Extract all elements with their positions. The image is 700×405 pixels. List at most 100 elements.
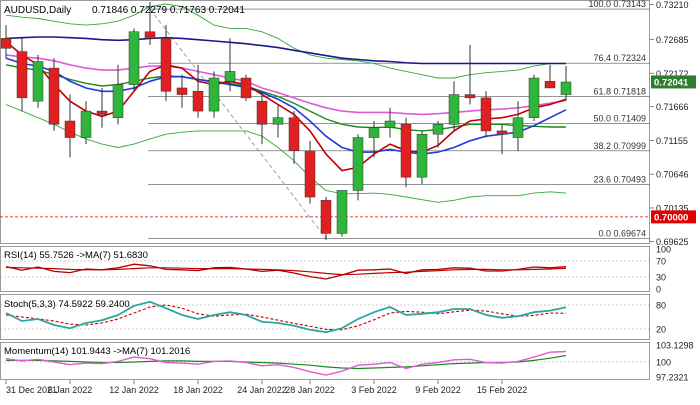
- rsi-line: [5, 263, 567, 280]
- price-axis-label: 0.71155: [656, 136, 688, 146]
- stoch-axis-label: 20: [656, 325, 666, 335]
- price-axis-label: 0.70135: [656, 203, 689, 213]
- price-axis-label: 0.72172: [656, 69, 689, 79]
- candle-body: [464, 94, 476, 99]
- candle-body: [80, 110, 92, 138]
- bollinger-upper-band: [5, 3, 566, 79]
- key-level-label: 0.70000: [654, 212, 688, 223]
- candle-body: [512, 117, 524, 138]
- candle-body: [432, 124, 444, 135]
- candle-body: [384, 120, 396, 128]
- candle-body: [32, 61, 44, 102]
- rsi-panel-frame: [0, 246, 650, 292]
- candle-body: [304, 150, 316, 198]
- candle-body: [64, 120, 76, 138]
- candle-body: [144, 31, 156, 39]
- candle-body: [112, 84, 124, 118]
- ma-magenta-line: [5, 54, 567, 116]
- candle-body: [176, 87, 188, 95]
- candle-body: [256, 100, 268, 125]
- candle-body: [480, 97, 492, 132]
- rsi-axis-label: 70: [656, 257, 666, 267]
- fib-label: 38.2 0.70999: [593, 141, 646, 151]
- rsi-axis-label: 100: [656, 245, 671, 255]
- stoch-k-line: [5, 300, 567, 334]
- candle-body: [128, 31, 140, 85]
- time-axis-label: 28 Jan 2022: [285, 385, 335, 395]
- price-axis-label: 0.73210: [656, 0, 689, 10]
- candle-body: [336, 190, 348, 234]
- current-price-tag: [651, 75, 696, 89]
- candle-body: [288, 117, 300, 152]
- momentum-line: [5, 350, 567, 376]
- oscillators: 100 70 30 0 80 20 103.1298 100 97.2321: [0, 245, 694, 383]
- candle-body: [272, 117, 284, 125]
- candle-body: [224, 71, 236, 82]
- momentum-axis-label: 97.2321: [656, 373, 689, 383]
- fib-swing-line: [149, 8, 327, 239]
- price-axis-label: 0.71666: [656, 102, 689, 112]
- ma-blue-line: [5, 57, 567, 155]
- momentum-axis-label: 100: [656, 357, 671, 367]
- candle-body: [0, 38, 12, 49]
- momentum-ma-line: [6, 354, 567, 370]
- candle-body: [496, 130, 508, 135]
- fib-label: 61.8 0.71818: [593, 87, 646, 97]
- time-axis-label: 6 Jan 2022: [48, 385, 93, 395]
- price-axis: 0.73210 0.72685 0.72172 0.71666 0.71155 0.706…: [650, 0, 696, 247]
- candle-body: [16, 51, 28, 99]
- key-level-tag: [651, 210, 696, 224]
- rsi-label: RSI(14) 55.7526 ->MA(7) 51.6830: [4, 250, 148, 261]
- fib-label: 76.4 0.72324: [593, 53, 646, 63]
- time-axis-label: 12 Jan 2022: [109, 385, 159, 395]
- candle-body: [320, 200, 332, 234]
- stoch-axis-label: 80: [656, 301, 666, 311]
- candle-body: [352, 137, 364, 191]
- momentum-panel-frame: [0, 342, 650, 380]
- fib-label: 0.0 0.69674: [598, 228, 646, 238]
- fib-label: 100.0 0.73143: [588, 0, 646, 9]
- candle-body: [192, 91, 204, 112]
- time-axis-label: 24 Jan 2022: [237, 385, 287, 395]
- candle-body: [528, 77, 540, 118]
- moving-averages: [5, 36, 567, 172]
- momentum-axis-label: 103.1298: [656, 341, 694, 351]
- candlesticks: [0, 2, 572, 241]
- price-axis-label: 0.70646: [656, 170, 689, 180]
- ma-navy-line: [5, 36, 566, 65]
- time-axis-label: 3 Feb 2022: [351, 385, 397, 395]
- chart-header-symbol: AUDUSD,Daily: [4, 5, 71, 16]
- stoch-panel-frame: [0, 294, 650, 340]
- candle-body: [48, 67, 60, 125]
- fibonacci-diagonal: [149, 8, 327, 239]
- candle-body: [400, 124, 412, 178]
- time-axis-label: 15 Feb 2022: [477, 385, 528, 395]
- candle-body: [560, 81, 572, 95]
- bollinger-lower-band: [5, 104, 567, 203]
- candle-body: [416, 133, 428, 178]
- price-axis-label: 0.69625: [656, 237, 689, 247]
- candle-body: [368, 127, 380, 138]
- candle-body: [160, 38, 172, 92]
- price-axis-label: 0.72685: [656, 35, 689, 45]
- time-axis-label: 18 Jan 2022: [173, 385, 223, 395]
- fib-label: 23.6 0.70493: [593, 174, 646, 184]
- candle-body: [240, 77, 252, 99]
- candle-body: [208, 77, 220, 112]
- rsi-axis-label: 30: [656, 273, 666, 283]
- rsi-axis-label: 0: [656, 285, 661, 295]
- ma-red-line: [5, 41, 567, 172]
- chart-header-ohlc: 0.71846 0.72279 0.71763 0.72041: [92, 5, 245, 16]
- main-panel-frame: [0, 0, 650, 244]
- ma-green-line: [5, 64, 566, 132]
- candle-body: [544, 81, 556, 89]
- time-axis-label: 31 Dec 2021: [6, 385, 57, 395]
- momentum-label: Momentum(14) 101.9443 ->MA(7) 101.2016: [4, 346, 190, 357]
- candle-body: [448, 94, 460, 125]
- stoch-label: Stoch(5,3,3) 74.5922 59.2400: [4, 299, 130, 310]
- bollinger-bands: [5, 3, 567, 203]
- time-axis-label: 9 Feb 2022: [415, 385, 461, 395]
